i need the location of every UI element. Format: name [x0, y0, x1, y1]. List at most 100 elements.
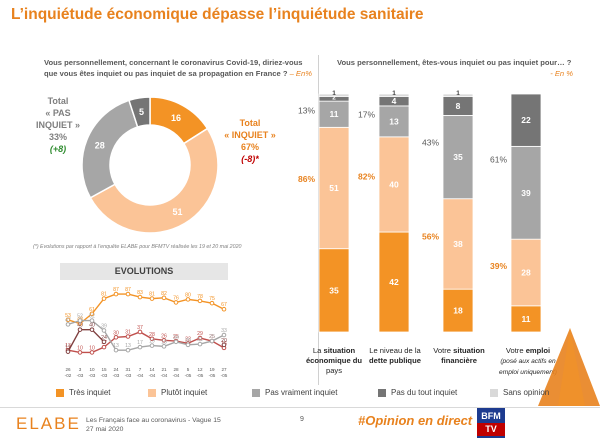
- series-point: [77, 350, 83, 355]
- x-tick-label-day: 26: [65, 367, 71, 372]
- cat-1-pre: Le niveau de la: [369, 346, 421, 355]
- point-value-label: 83: [137, 290, 143, 296]
- x-tick-label-month: -05: [209, 373, 216, 378]
- point-value-label: 24: [101, 335, 107, 341]
- series-point: [197, 298, 203, 304]
- logo-triangle-light: [558, 328, 585, 406]
- donut-slice-label: 16: [171, 113, 181, 123]
- point-value-label: 25: [209, 334, 215, 340]
- vertical-divider: [318, 55, 319, 385]
- legend-label: Très inquiet: [69, 388, 111, 397]
- point-value-label: 20: [185, 338, 191, 344]
- point-value-label: 18: [161, 339, 167, 345]
- series-point: [89, 327, 95, 332]
- point-value-label: 20: [221, 338, 227, 344]
- left-question-line2: que vous êtes inquiet ou pas inquiet de …: [44, 69, 288, 78]
- x-tick-label-month: -04: [161, 373, 168, 378]
- series-point: [113, 334, 119, 340]
- x-tick-label-month: -05: [185, 373, 192, 378]
- evolution-line-chart: 5348618187878381827680787567131010173031…: [65, 287, 228, 378]
- bar-segment-label: 38: [453, 239, 463, 249]
- series-point: [65, 322, 71, 327]
- total-inquiet-label: 39%: [490, 261, 507, 271]
- x-tick-label-month: -02: [65, 373, 72, 378]
- point-value-label: 67: [221, 302, 227, 308]
- legend-swatch: [148, 388, 156, 397]
- cat-3-pre: Votre: [505, 346, 524, 355]
- point-value-label: 53: [65, 313, 71, 319]
- x-tick-label-month: -03: [77, 373, 84, 378]
- bar-segment-label: 1: [332, 90, 336, 97]
- legend-item: Très inquiet: [56, 388, 111, 397]
- bar-segment: [442, 115, 474, 200]
- point-value-label: 80: [185, 292, 191, 298]
- point-value-label: 37: [137, 325, 143, 331]
- donut-slice-label: 51: [172, 207, 182, 217]
- evolutions-header: [60, 263, 228, 280]
- cat-3-bold: emploi: [525, 346, 551, 355]
- cat-3-line2: (posé aux actifs en: [500, 358, 556, 365]
- series-point: [173, 300, 179, 305]
- pas-inquiet-total: Total « PAS INQUIET » 33% (+8): [30, 95, 86, 155]
- point-value-label: 13: [113, 343, 119, 349]
- bar-segment: [510, 145, 542, 240]
- series-point: [89, 311, 95, 317]
- inquiet-change: (-8)*: [241, 154, 259, 164]
- left-question: Vous personnellement, concernant le coro…: [44, 57, 314, 79]
- total-pas-inquiet-label: 43%: [422, 137, 439, 147]
- left-question-line1: Vous personnellement, concernant le coro…: [44, 58, 303, 67]
- series-point: [173, 339, 179, 345]
- bar-segment: [442, 93, 474, 97]
- total-inquiet-label: 82%: [358, 172, 375, 182]
- series-point: [221, 342, 227, 348]
- point-value-label: 25: [173, 334, 179, 340]
- bar-segment: [318, 93, 350, 97]
- series-point: [101, 328, 107, 333]
- legend-label: Plutôt inquiet: [161, 388, 208, 397]
- series-point: [185, 297, 191, 302]
- footer-line2: 27 mai 2020: [86, 426, 124, 433]
- series-point: [113, 347, 119, 353]
- x-tick-label-day: 7: [139, 367, 142, 372]
- series-point: [77, 327, 83, 332]
- legend-item: Plutôt inquiet: [148, 388, 207, 397]
- series-point: [161, 344, 167, 349]
- point-value-label: 19: [149, 339, 155, 345]
- series-point: [197, 335, 203, 341]
- x-tick-label-month: -03: [89, 373, 96, 378]
- x-tick-label-month: -03: [125, 373, 132, 378]
- series-point: [209, 300, 215, 306]
- x-tick-label-day: 21: [161, 367, 167, 372]
- point-value-label: 75: [209, 296, 215, 302]
- legend: Très inquiet Plutôt inquiet Pas vraiment…: [56, 388, 576, 402]
- series-point: [161, 295, 167, 301]
- right-question-line1: Vous personnellement, êtes-vous inquiet …: [337, 58, 572, 67]
- point-value-label: 28: [149, 332, 155, 338]
- point-value-label: 10: [89, 345, 95, 351]
- point-value-label: 24: [173, 335, 179, 341]
- series-point: [221, 306, 227, 312]
- point-value-label: 40: [77, 323, 83, 329]
- point-value-label: 30: [113, 330, 119, 336]
- donut-slice-label: 5: [139, 107, 144, 117]
- x-tick-label-day: 14: [149, 367, 155, 372]
- evolutions-title: EVOLUTIONS: [114, 266, 174, 276]
- bar-segment-label: 42: [389, 277, 399, 287]
- point-value-label: 87: [113, 287, 119, 293]
- point-value-label: 76: [173, 295, 179, 301]
- series-point: [185, 342, 191, 348]
- bar-segment-label: 22: [521, 115, 531, 125]
- bar-segment: [378, 105, 410, 138]
- x-tick-label-day: 31: [125, 367, 131, 372]
- elabe-logo: ELABE: [16, 414, 81, 433]
- bar-segment: [318, 126, 350, 250]
- donut-slice: [81, 99, 139, 199]
- x-tick-label-day: 12: [197, 367, 203, 372]
- point-value-label: 11: [65, 345, 70, 351]
- series-point: [101, 339, 107, 345]
- cat-1-line2: dette publique: [369, 356, 421, 365]
- x-tick-label-month: -05: [197, 373, 204, 378]
- series-point: [161, 337, 167, 343]
- x-tick-label-day: 27: [221, 367, 227, 372]
- series-point: [101, 296, 107, 301]
